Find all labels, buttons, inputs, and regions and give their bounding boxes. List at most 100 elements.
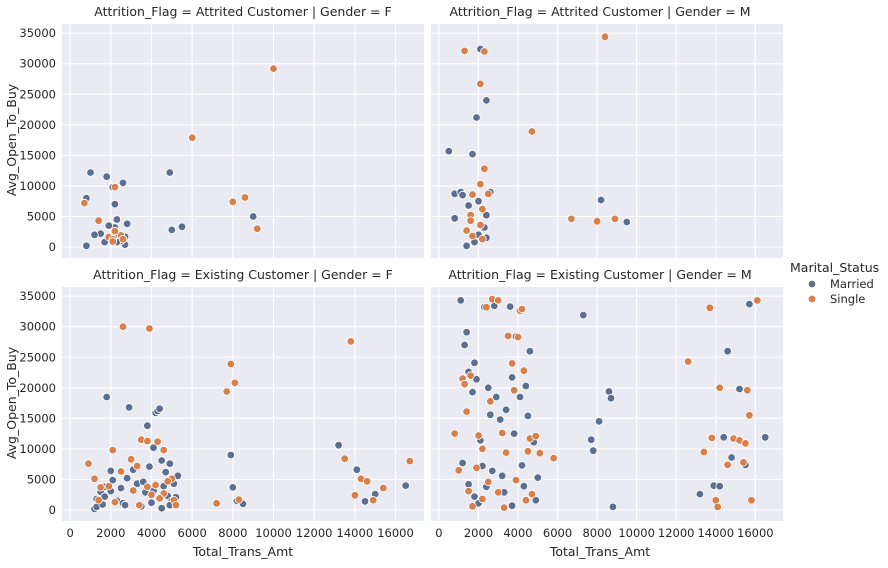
point-single	[110, 182, 120, 192]
point-single	[405, 456, 414, 466]
point-married	[450, 214, 459, 223]
point-single	[600, 32, 610, 41]
point-single	[462, 407, 471, 416]
point-married	[116, 483, 126, 493]
point-married	[124, 403, 134, 412]
point-single	[460, 379, 469, 389]
point-single	[143, 482, 152, 491]
plot-background	[62, 24, 424, 258]
point-married	[458, 458, 467, 468]
point-single	[454, 466, 463, 475]
point-married	[472, 113, 481, 122]
point-single	[741, 439, 750, 448]
plot-background	[431, 24, 783, 258]
point-single	[462, 226, 471, 235]
point-single	[104, 482, 113, 491]
point-single	[118, 234, 128, 244]
point-single	[521, 496, 531, 505]
x-tick-label: 2000	[464, 526, 493, 540]
point-single	[535, 449, 544, 458]
point-married	[102, 172, 111, 181]
point-married	[579, 310, 588, 320]
point-single	[531, 431, 540, 441]
point-single	[155, 494, 164, 503]
x-axis-label-left: Total_Trans_Amt	[192, 544, 293, 559]
point-married	[167, 225, 176, 235]
point-single	[94, 216, 103, 225]
point-single	[450, 429, 459, 438]
point-married	[507, 501, 517, 510]
point-married	[157, 456, 166, 465]
point-single	[110, 226, 120, 236]
point-single	[713, 502, 722, 512]
point-single	[498, 428, 507, 438]
point-single	[480, 47, 489, 56]
x-tick-label: 12000	[658, 526, 695, 540]
point-married	[86, 168, 95, 177]
point-married	[484, 383, 493, 392]
point-single	[511, 475, 521, 485]
point-single	[118, 322, 128, 331]
point-single	[747, 496, 756, 505]
panel-title-attrited-female: Attrition_Flag = Attrited Customer | Gen…	[94, 4, 391, 19]
point-single	[147, 490, 156, 499]
point-single	[482, 303, 491, 312]
panel-existing-female: 0 2000 4000 6000 8000 10000 12000 14000 16000 0 50…	[19, 287, 424, 540]
point-married	[464, 201, 473, 210]
point-married	[460, 340, 469, 350]
point-single	[460, 46, 469, 56]
point-married	[501, 405, 511, 414]
point-single	[743, 386, 752, 395]
point-single	[501, 448, 511, 457]
point-married	[112, 215, 122, 224]
point-married	[90, 230, 99, 239]
point-single	[466, 216, 475, 225]
panel-title-existing-female: Attrition_Flag = Existing Customer | Gen…	[93, 267, 393, 282]
point-married	[515, 392, 525, 402]
point-single	[472, 463, 481, 472]
point-single	[362, 477, 372, 486]
point-single	[527, 127, 537, 136]
point-married	[486, 410, 495, 419]
point-married	[745, 299, 754, 309]
point-married	[468, 149, 477, 159]
point-single	[715, 383, 724, 392]
point-single	[480, 164, 489, 173]
x-tick-label: 10000	[255, 526, 292, 540]
y-tick-label: 20000	[19, 118, 56, 132]
y-tick-label: 5000	[27, 472, 56, 486]
point-single	[476, 179, 485, 189]
point-single	[705, 303, 714, 312]
point-single	[478, 234, 487, 244]
point-single	[346, 337, 355, 346]
point-single	[94, 496, 103, 505]
point-single	[723, 460, 732, 469]
x-tick-label: 14000	[697, 526, 734, 540]
legend-label-single: Single	[830, 292, 865, 306]
point-single	[222, 387, 231, 396]
point-married	[100, 492, 109, 501]
point-single	[484, 189, 493, 198]
x-tick-label: 8000	[582, 526, 611, 540]
legend-marker-single	[807, 294, 817, 304]
point-single	[478, 494, 487, 504]
point-married	[482, 210, 491, 220]
point-single	[108, 237, 117, 246]
point-married	[695, 489, 705, 499]
point-married	[519, 482, 529, 491]
point-single	[116, 467, 126, 476]
point-single	[507, 359, 517, 368]
point-married	[145, 462, 154, 471]
point-married	[587, 435, 596, 444]
point-single	[753, 296, 762, 305]
y-tick-label: 5000	[27, 209, 56, 223]
panel-existing-male: 0 2000 4000 6000 8000 10000 12000 14000 16000	[431, 287, 783, 540]
point-married	[517, 461, 527, 470]
point-married	[521, 381, 531, 391]
point-single	[478, 444, 487, 454]
point-married	[462, 241, 471, 250]
point-single	[478, 204, 487, 214]
point-single	[80, 198, 89, 208]
legend-title: Marital_Status	[790, 260, 879, 275]
